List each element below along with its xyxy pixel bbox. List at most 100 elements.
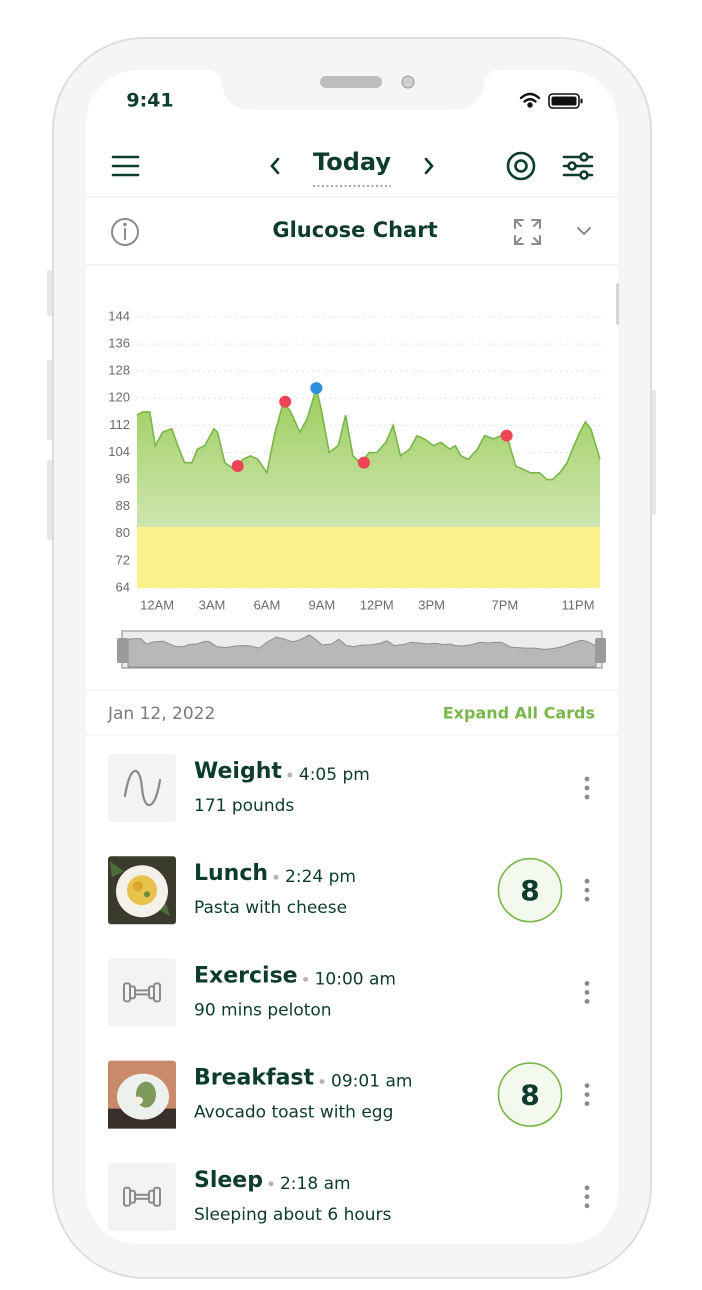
x-tick-label: 6AM bbox=[254, 597, 281, 612]
card-title: Lunch bbox=[194, 861, 268, 886]
menu-dot bbox=[584, 878, 590, 884]
y-tick-label: 112 bbox=[109, 417, 130, 432]
battery-icon bbox=[548, 93, 583, 109]
card-menu[interactable] bbox=[584, 776, 590, 800]
score-badge bbox=[497, 1062, 563, 1127]
info-button[interactable] bbox=[111, 218, 139, 246]
menu-dot bbox=[584, 981, 590, 986]
expand-button[interactable] bbox=[514, 219, 541, 245]
y-tick-label: 88 bbox=[116, 498, 130, 513]
menu-dot bbox=[584, 887, 590, 893]
entry-card[interactable]: Exercise 10:00 am 90 mins peloton bbox=[108, 958, 590, 1027]
menu-dot bbox=[584, 1185, 590, 1191]
nav-title[interactable]: Today bbox=[313, 148, 391, 176]
expand-all-button[interactable]: Expand All Cards bbox=[443, 704, 595, 723]
dumbbell-icon bbox=[153, 1186, 161, 1207]
wave-icon bbox=[123, 769, 162, 807]
entry-card[interactable]: Breakfast 09:01 am Avocado toast with egg 8 bbox=[108, 1060, 590, 1129]
event-marker[interactable] bbox=[500, 429, 513, 442]
separator-dot bbox=[273, 874, 279, 880]
notch bbox=[206, 70, 500, 110]
card-time: 2:24 pm bbox=[285, 867, 356, 887]
camera bbox=[401, 75, 415, 89]
y-tick-label: 136 bbox=[108, 336, 130, 351]
list-date: Jan 12, 2022 bbox=[107, 704, 215, 724]
event-marker[interactable] bbox=[310, 382, 323, 395]
menu-dot bbox=[584, 776, 590, 782]
x-tick-label: 12AM bbox=[140, 597, 174, 612]
icon-box bbox=[108, 1162, 176, 1231]
menu-dot bbox=[584, 999, 590, 1004]
side-button bbox=[47, 460, 53, 540]
photo-food bbox=[127, 875, 157, 906]
y-tick-label: 72 bbox=[116, 552, 130, 567]
y-tick-label: 104 bbox=[108, 444, 130, 459]
menu-dot bbox=[584, 785, 590, 791]
menu-dot bbox=[584, 794, 590, 800]
separator-dot bbox=[319, 1079, 325, 1085]
card-menu[interactable] bbox=[584, 981, 590, 1004]
card-time: 09:01 am bbox=[331, 1072, 412, 1092]
photo-leaf bbox=[110, 861, 170, 917]
entry-card[interactable]: Lunch 2:24 pm Pasta with cheese 8 bbox=[108, 856, 590, 925]
y-tick-label: 96 bbox=[116, 471, 130, 486]
entry-card[interactable]: Sleep 2:18 am Sleeping about 6 hours bbox=[108, 1162, 590, 1231]
card-title: Weight bbox=[194, 759, 282, 784]
prev-day[interactable] bbox=[270, 157, 280, 175]
scrollbar bbox=[616, 283, 619, 325]
card-detail: Sleeping about 6 hours bbox=[194, 1205, 392, 1225]
menu-dot bbox=[584, 896, 590, 902]
score-value: 8 bbox=[520, 874, 539, 907]
speaker bbox=[320, 76, 382, 88]
card-title: Breakfast bbox=[194, 1066, 315, 1091]
card-detail: Pasta with cheese bbox=[194, 898, 347, 918]
card-menu[interactable] bbox=[584, 878, 590, 902]
separator-dot bbox=[268, 1181, 274, 1187]
photo-food bbox=[133, 881, 143, 892]
menu-dot bbox=[584, 1083, 590, 1088]
menu-dot bbox=[584, 990, 590, 995]
x-tick-label: 11PM bbox=[562, 597, 595, 612]
glucose-chart: 64 72 80 88 96 104 112 120 128 136 144 12AM 3AM 6AM 9A… bbox=[108, 308, 604, 612]
side-button bbox=[47, 360, 53, 440]
card-title: Exercise bbox=[194, 963, 298, 988]
score-value: 8 bbox=[520, 1079, 539, 1112]
next-day[interactable] bbox=[424, 157, 434, 175]
event-marker[interactable] bbox=[357, 456, 370, 469]
y-tick-label: 144 bbox=[108, 308, 130, 323]
wifi-icon bbox=[519, 92, 541, 108]
event-marker[interactable] bbox=[279, 395, 292, 408]
navigator-handle[interactable] bbox=[117, 638, 128, 663]
card-menu[interactable] bbox=[584, 1185, 590, 1209]
card-time: 10:00 am bbox=[315, 969, 396, 989]
menu-button[interactable] bbox=[111, 155, 140, 177]
collapse-button[interactable] bbox=[577, 227, 591, 236]
target-button[interactable] bbox=[506, 151, 536, 181]
icon-box bbox=[108, 958, 176, 1027]
menu-dot bbox=[584, 1101, 590, 1106]
x-tick-label: 3AM bbox=[199, 597, 226, 612]
event-marker[interactable] bbox=[231, 460, 244, 473]
target-band bbox=[137, 527, 600, 588]
separator-dot bbox=[287, 772, 293, 778]
menu-dot bbox=[584, 1203, 590, 1209]
separator-dot bbox=[303, 976, 309, 982]
x-tick-label: 3PM bbox=[418, 597, 445, 612]
menu-dot bbox=[584, 1194, 590, 1200]
x-tick-label: 12PM bbox=[360, 597, 394, 612]
x-tick-label: 7PM bbox=[491, 597, 518, 612]
filter-button[interactable] bbox=[562, 152, 594, 180]
card-time: 4:05 pm bbox=[299, 765, 370, 785]
card-detail: Avocado toast with egg bbox=[194, 1103, 393, 1123]
y-tick-label: 80 bbox=[116, 525, 130, 540]
card-detail: 171 pounds bbox=[194, 796, 294, 816]
card-menu[interactable] bbox=[584, 1083, 590, 1106]
score-badge bbox=[497, 857, 563, 923]
x-tick-label: 9AM bbox=[308, 597, 335, 612]
navigator-handle[interactable] bbox=[595, 638, 606, 663]
glucose-line bbox=[136, 384, 601, 481]
photo-food bbox=[144, 891, 150, 898]
